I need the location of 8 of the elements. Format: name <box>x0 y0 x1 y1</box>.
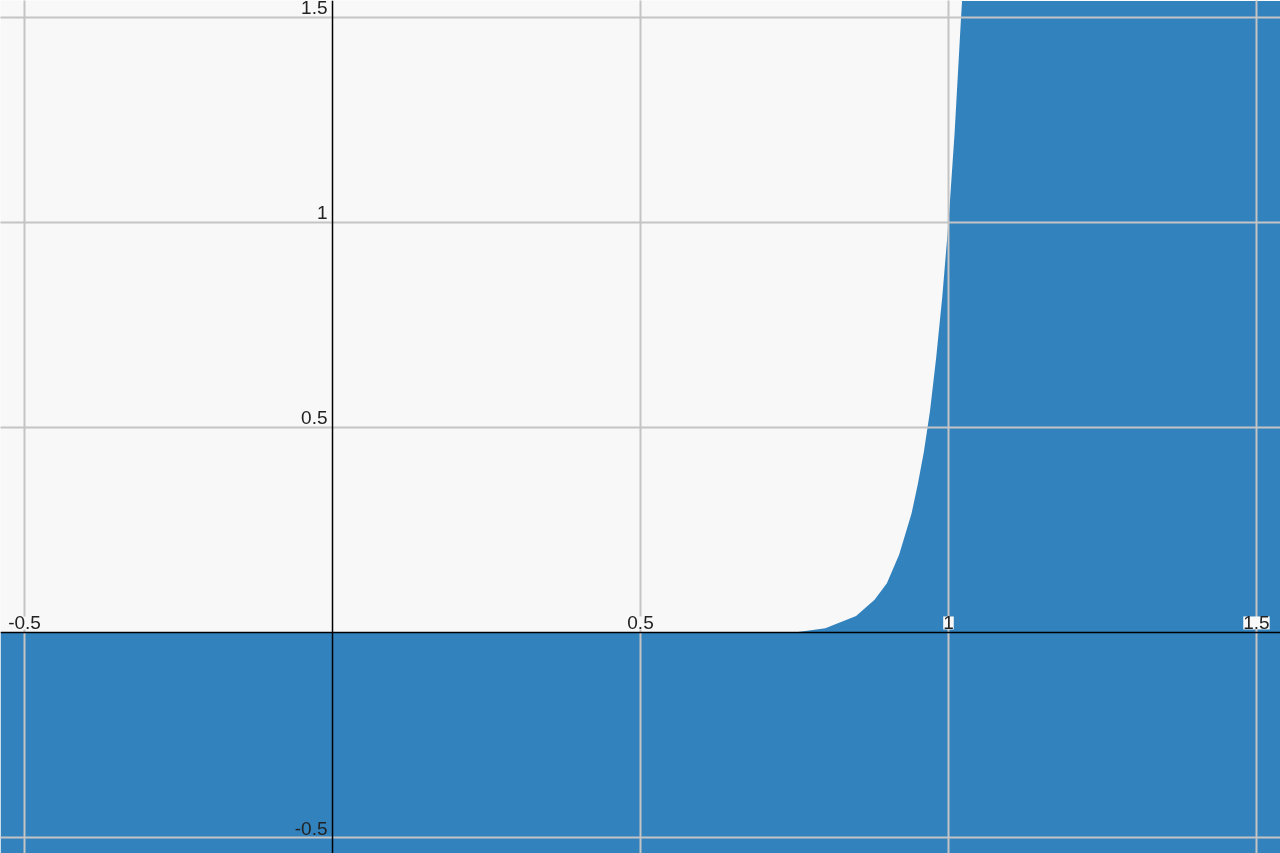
y-tick-label: -0.5 <box>294 817 328 839</box>
x-tick-label: 1 <box>943 612 954 634</box>
x-tick-label: -0.5 <box>8 612 41 634</box>
x-tick-label: 0.5 <box>627 612 654 634</box>
y-tick-label: 0.5 <box>301 407 328 429</box>
y-tick-label: 1 <box>316 202 328 224</box>
x-tick-label: 1.5 <box>1243 612 1270 634</box>
y-tick-label: 1.5 <box>301 0 328 19</box>
